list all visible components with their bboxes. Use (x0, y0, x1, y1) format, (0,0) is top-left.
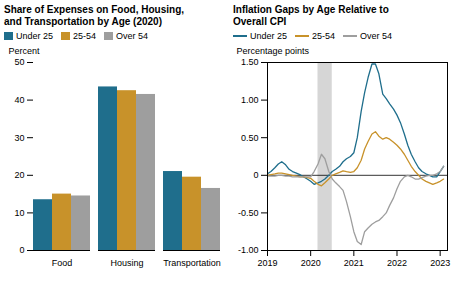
svg-text:0.50: 0.50 (241, 133, 259, 143)
html-text:Over 54: Over 54 (116, 31, 149, 41)
svg-text:2019: 2019 (257, 258, 277, 268)
html-text:Under 25: Under 25 (250, 31, 287, 41)
svg-text:-1.00: -1.00 (238, 245, 259, 255)
html-text:Share of Expenses on Food, Hou: Share of Expenses on Food, Housing, and … (4, 4, 184, 27)
svg-text:40: 40 (14, 95, 24, 105)
svg-text:0: 0 (19, 245, 24, 255)
svg-text:50: 50 (14, 57, 24, 67)
html-text:25-54: 25-54 (73, 31, 97, 41)
svg-text:Transportation: Transportation (163, 258, 221, 268)
svg-text:2021: 2021 (344, 258, 364, 268)
html-text:Inflation Gaps by Age Relative: Inflation Gaps by Age Relative to Overal… (233, 4, 389, 27)
svg-text:1.00: 1.00 (241, 95, 259, 105)
svg-text:30: 30 (14, 133, 24, 143)
svg-text:2023: 2023 (430, 258, 450, 268)
svg-text:Food: Food (52, 258, 73, 268)
svg-text:Housing: Housing (110, 258, 143, 268)
svg-text:-0.50: -0.50 (238, 208, 259, 218)
html-text:Under 25: Under 25 (16, 31, 53, 41)
svg-text:0: 0 (253, 170, 258, 180)
html-text:25-54: 25-54 (312, 31, 336, 41)
svg-text:2020: 2020 (301, 258, 321, 268)
svg-text:10: 10 (14, 208, 24, 218)
html-text:Over 54: Over 54 (360, 31, 393, 41)
svg-text:20: 20 (14, 170, 24, 180)
svg-text:Percent: Percent (9, 46, 41, 56)
svg-text:1.50: 1.50 (241, 57, 259, 67)
svg-text:2022: 2022 (387, 258, 407, 268)
svg-text:Percentage points: Percentage points (237, 46, 310, 56)
